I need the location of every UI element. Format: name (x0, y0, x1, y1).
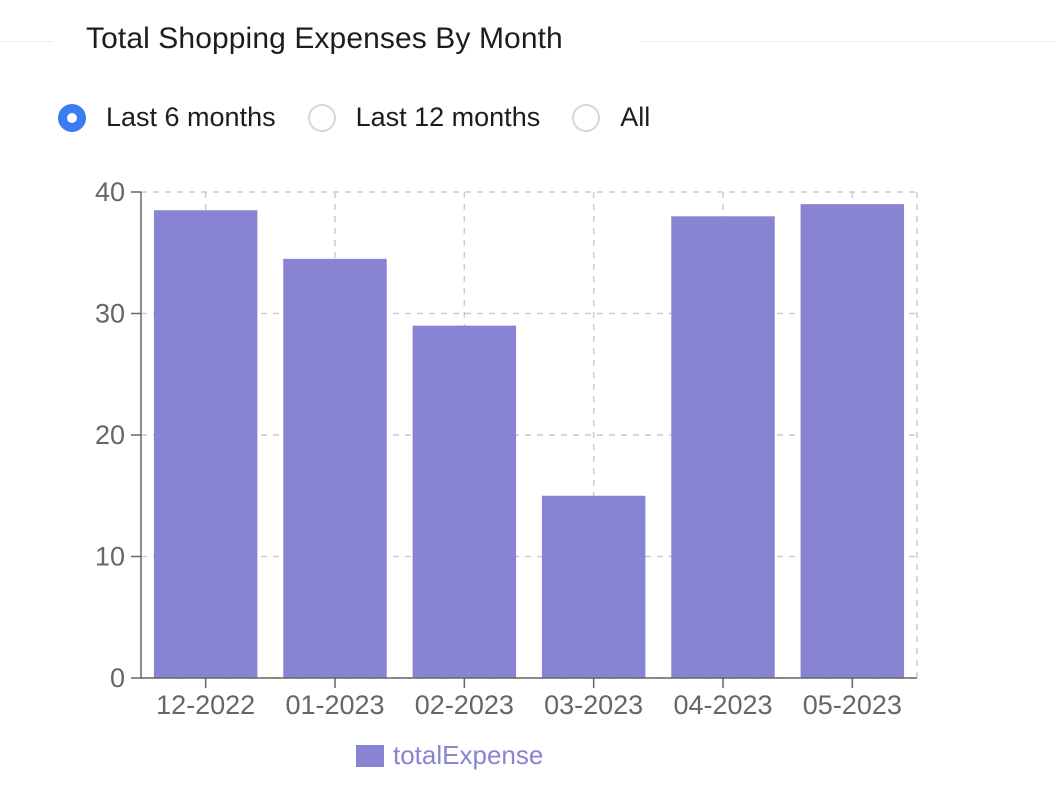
x-tick-label: 01-2023 (285, 690, 384, 720)
x-tick-label: 02-2023 (415, 690, 514, 720)
time-range-radio-group: Last 6 months Last 12 months All (58, 102, 682, 133)
bar (283, 258, 387, 678)
bar (412, 325, 517, 678)
legend-label: totalExpense (393, 740, 543, 770)
bar (671, 216, 775, 679)
radio-last-6-months[interactable]: Last 6 months (58, 102, 276, 133)
radio-indicator-last-12-months[interactable] (307, 103, 336, 132)
x-tick-label: 03-2023 (544, 690, 643, 720)
radio-all[interactable]: All (572, 102, 650, 133)
y-tick-label: 20 (95, 420, 125, 450)
legend-swatch (356, 745, 384, 767)
title-divider-left (0, 41, 53, 42)
x-tick-label: 12-2022 (156, 690, 255, 720)
y-tick-label: 30 (95, 299, 125, 329)
chart-title: Total Shopping Expenses By Month (86, 22, 563, 55)
bar (153, 210, 258, 678)
title-divider-right (640, 41, 1056, 42)
y-tick-label: 40 (95, 177, 125, 207)
y-tick-label: 0 (110, 663, 125, 693)
x-tick-label: 04-2023 (673, 690, 772, 720)
radio-label-last-6-months: Last 6 months (106, 102, 276, 132)
radio-last-12-months[interactable]: Last 12 months (307, 102, 541, 133)
legend: totalExpense (356, 740, 543, 770)
bar (800, 204, 905, 678)
y-tick-label: 10 (95, 542, 125, 572)
bars (153, 204, 905, 679)
radio-indicator-last-6-months[interactable] (58, 103, 86, 132)
radio-label-all: All (620, 102, 651, 132)
bar (541, 495, 646, 678)
radio-indicator-all[interactable] (572, 103, 601, 132)
radio-label-last-12-months: Last 12 months (355, 102, 541, 132)
x-tick-label: 05-2023 (803, 690, 902, 720)
